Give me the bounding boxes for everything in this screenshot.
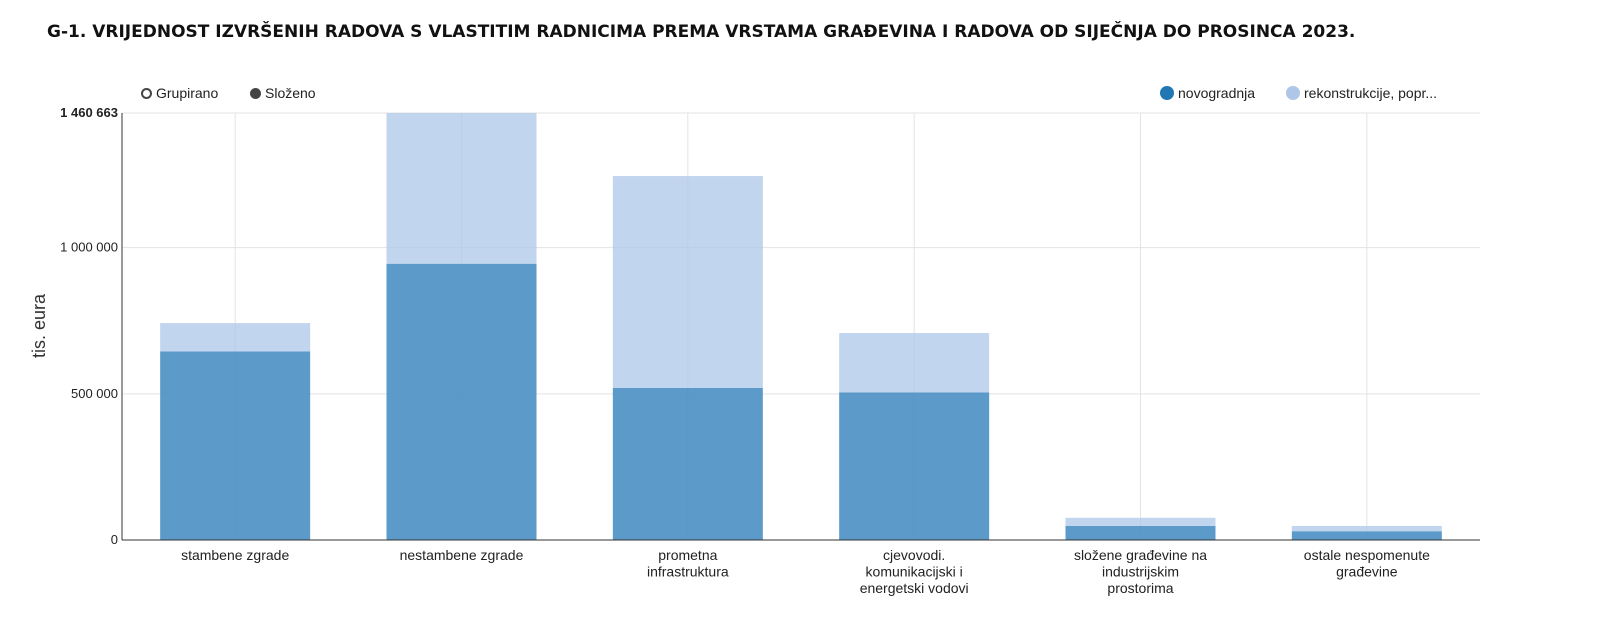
y-tick-label: 500 000 — [71, 386, 118, 401]
radio-empty-icon — [141, 87, 152, 99]
bar-rekonstrukcije-5[interactable] — [1291, 525, 1442, 532]
y-tick-label: 1 460 663 — [60, 105, 118, 120]
stacked-toggle[interactable]: Složeno — [250, 85, 316, 101]
x-tick-label: ostale nespomenute građevine — [1304, 547, 1430, 580]
x-tick-label: nestambene zgrade — [400, 547, 524, 563]
legend-swatch-icon — [1286, 86, 1300, 100]
y-axis-label: tis. eura — [29, 293, 49, 358]
bar-novogradnja-2[interactable] — [612, 387, 763, 540]
x-tick-label: prometna infrastruktura — [647, 547, 729, 580]
grid — [122, 112, 1480, 540]
radio-filled-icon — [250, 87, 261, 99]
bar-rekonstrukcije-0[interactable] — [160, 323, 311, 352]
bar-novogradnja-0[interactable] — [160, 351, 311, 540]
legend-swatch-icon — [1160, 86, 1174, 100]
y-tick-label: 1 000 000 — [60, 240, 118, 255]
grouped-label: Grupirano — [156, 85, 219, 101]
stacked-label: Složeno — [265, 85, 316, 101]
x-tick-label: cjevovodi. komunikacijski i energetski vod… — [860, 547, 969, 596]
chart-title: G-1. VRIJEDNOST IZVRŠENIH RADOVA S VLAST… — [47, 22, 1356, 42]
bars — [160, 113, 1442, 540]
legend-label: rekonstrukcije, popr... — [1304, 85, 1438, 101]
bar-rekonstrukcije-4[interactable] — [1065, 517, 1216, 526]
grouped-toggle[interactable]: Grupirano — [141, 85, 218, 101]
y-tick-label: 0 — [111, 532, 118, 547]
x-tick-label: složene građevine na industrijskim prostor… — [1074, 547, 1207, 596]
bar-rekonstrukcije-1[interactable] — [386, 113, 537, 264]
bar-novogradnja-4[interactable] — [1065, 525, 1216, 540]
bar-novogradnja-5[interactable] — [1291, 531, 1442, 540]
legend-item-novogradnja[interactable]: novogradnja — [1160, 85, 1255, 101]
bar-rekonstrukcije-3[interactable] — [839, 333, 990, 393]
bar-novogradnja-3[interactable] — [839, 392, 990, 540]
axes: 0 500 000 1 000 000 1 460 663 stambene zgrad… — [60, 105, 1480, 596]
legend-label: novogradnja — [1178, 85, 1256, 101]
x-tick-label: stambene zgrade — [181, 547, 289, 563]
bar-rekonstrukcije-2[interactable] — [612, 176, 763, 388]
legend-item-rekonstrukcije[interactable]: rekonstrukcije, popr... — [1286, 85, 1437, 101]
bar-novogradnja-1[interactable] — [386, 263, 537, 540]
